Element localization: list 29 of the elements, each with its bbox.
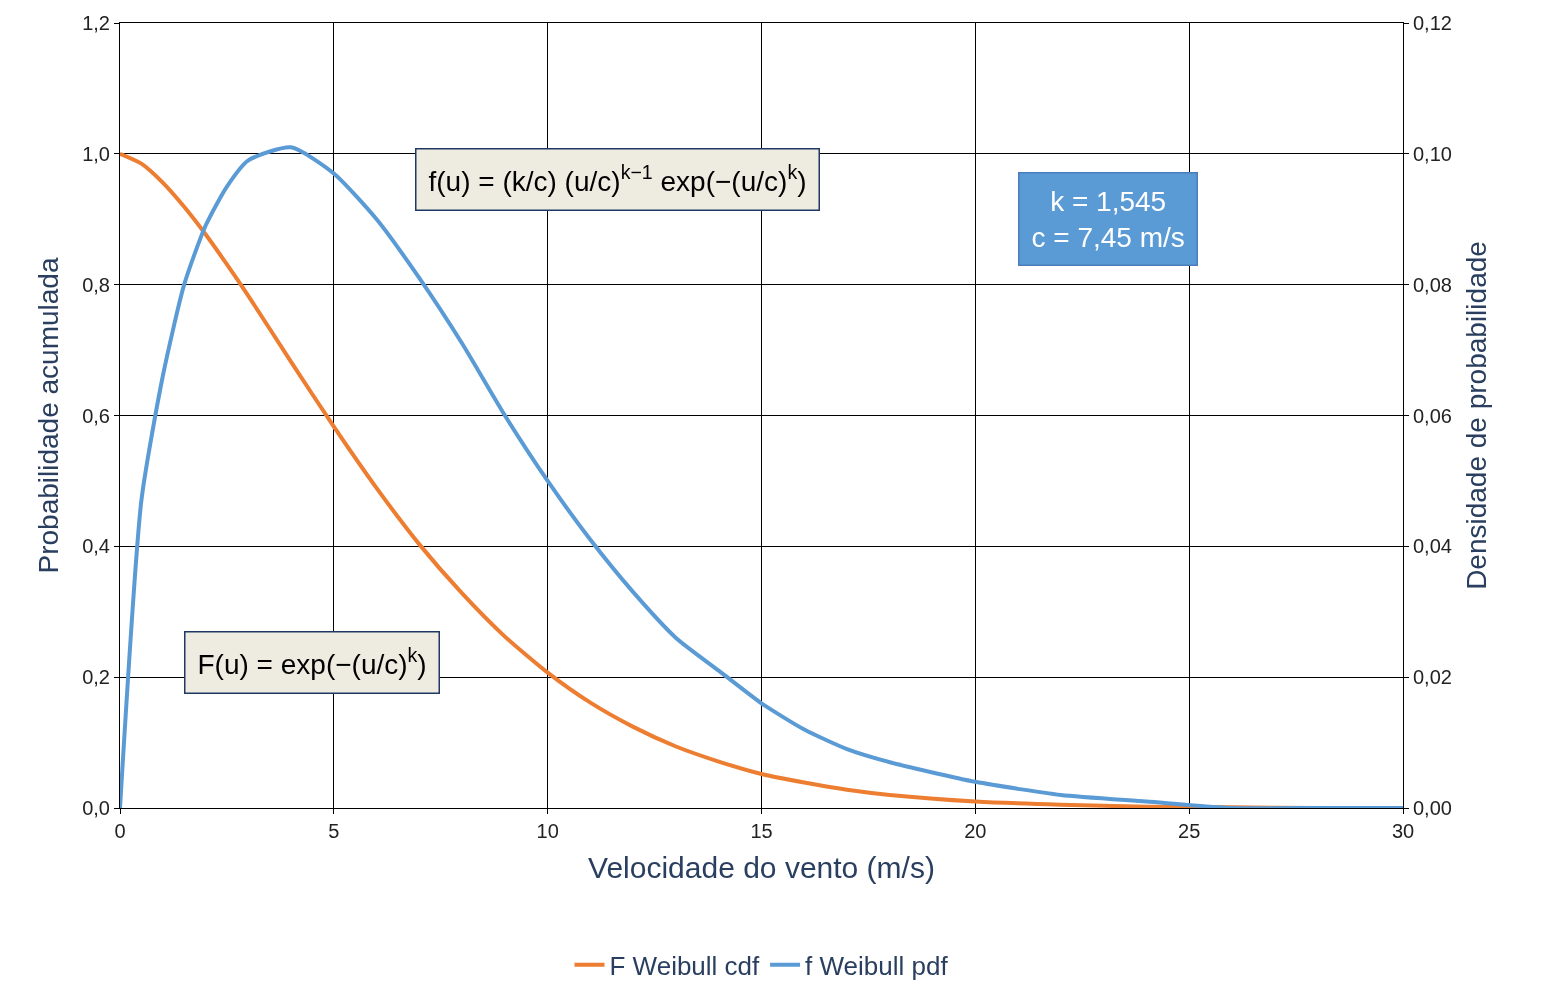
y2-tick-label: 0,00 [1413,797,1452,819]
annotation: F(u) = exp(−(u/c)$^{k}$) [197,644,427,681]
y2-tick-label: 0,10 [1413,142,1452,165]
x-tick-label: 25 [1178,820,1201,842]
y-tick-label: 1,2 [82,12,110,34]
legend-label: F Weibull cdf [609,950,761,981]
x-tick-label: 10 [536,820,559,842]
y2-axis-title: Densidade de probabilidade [1461,241,1493,590]
y-tick-label: 0,6 [82,404,110,427]
y2-tick-label: 0,08 [1413,273,1452,296]
x-tick-label: 20 [964,820,987,842]
x-axis-title: Velocidade do vento (m/s) [588,850,935,884]
y-tick-label: 1,0 [82,142,110,165]
legend-label: f Weibull pdf [805,950,949,981]
x-tick-label: 5 [328,820,340,842]
y2-tick-label: 0,12 [1413,12,1452,34]
y-axis-title: Probabilidade acumulada [32,257,64,574]
y-tick-label: 0,8 [82,273,110,296]
annotation: k = 1,545 c = 7,45 m/s [1031,185,1185,253]
y2-tick-label: 0,06 [1413,404,1452,427]
annotation: f(u) = (k/c) (u/c)$^{k−1}$ exp(−(u/c)$^{k}$) [428,161,807,198]
y2-tick-label: 0,04 [1413,535,1452,558]
x-tick-label: 0 [114,820,126,842]
y2-tick-label: 0,02 [1413,666,1452,689]
y-tick-label: 0,4 [82,535,110,558]
y-tick-label: 0,2 [82,666,110,689]
y-tick-label: 0,0 [82,797,110,819]
x-tick-label: 30 [1391,820,1415,842]
x-tick-label: 15 [750,820,773,842]
